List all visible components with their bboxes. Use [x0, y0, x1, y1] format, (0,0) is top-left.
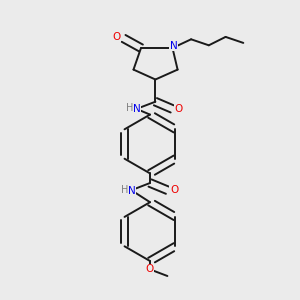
Text: N: N — [128, 185, 136, 196]
Text: N: N — [169, 40, 177, 51]
Text: O: O — [112, 32, 120, 42]
Text: H: H — [121, 184, 128, 195]
Text: H: H — [126, 103, 133, 113]
Text: O: O — [175, 104, 183, 114]
Text: O: O — [145, 264, 153, 274]
Text: O: O — [170, 185, 178, 195]
Text: N: N — [133, 104, 141, 114]
